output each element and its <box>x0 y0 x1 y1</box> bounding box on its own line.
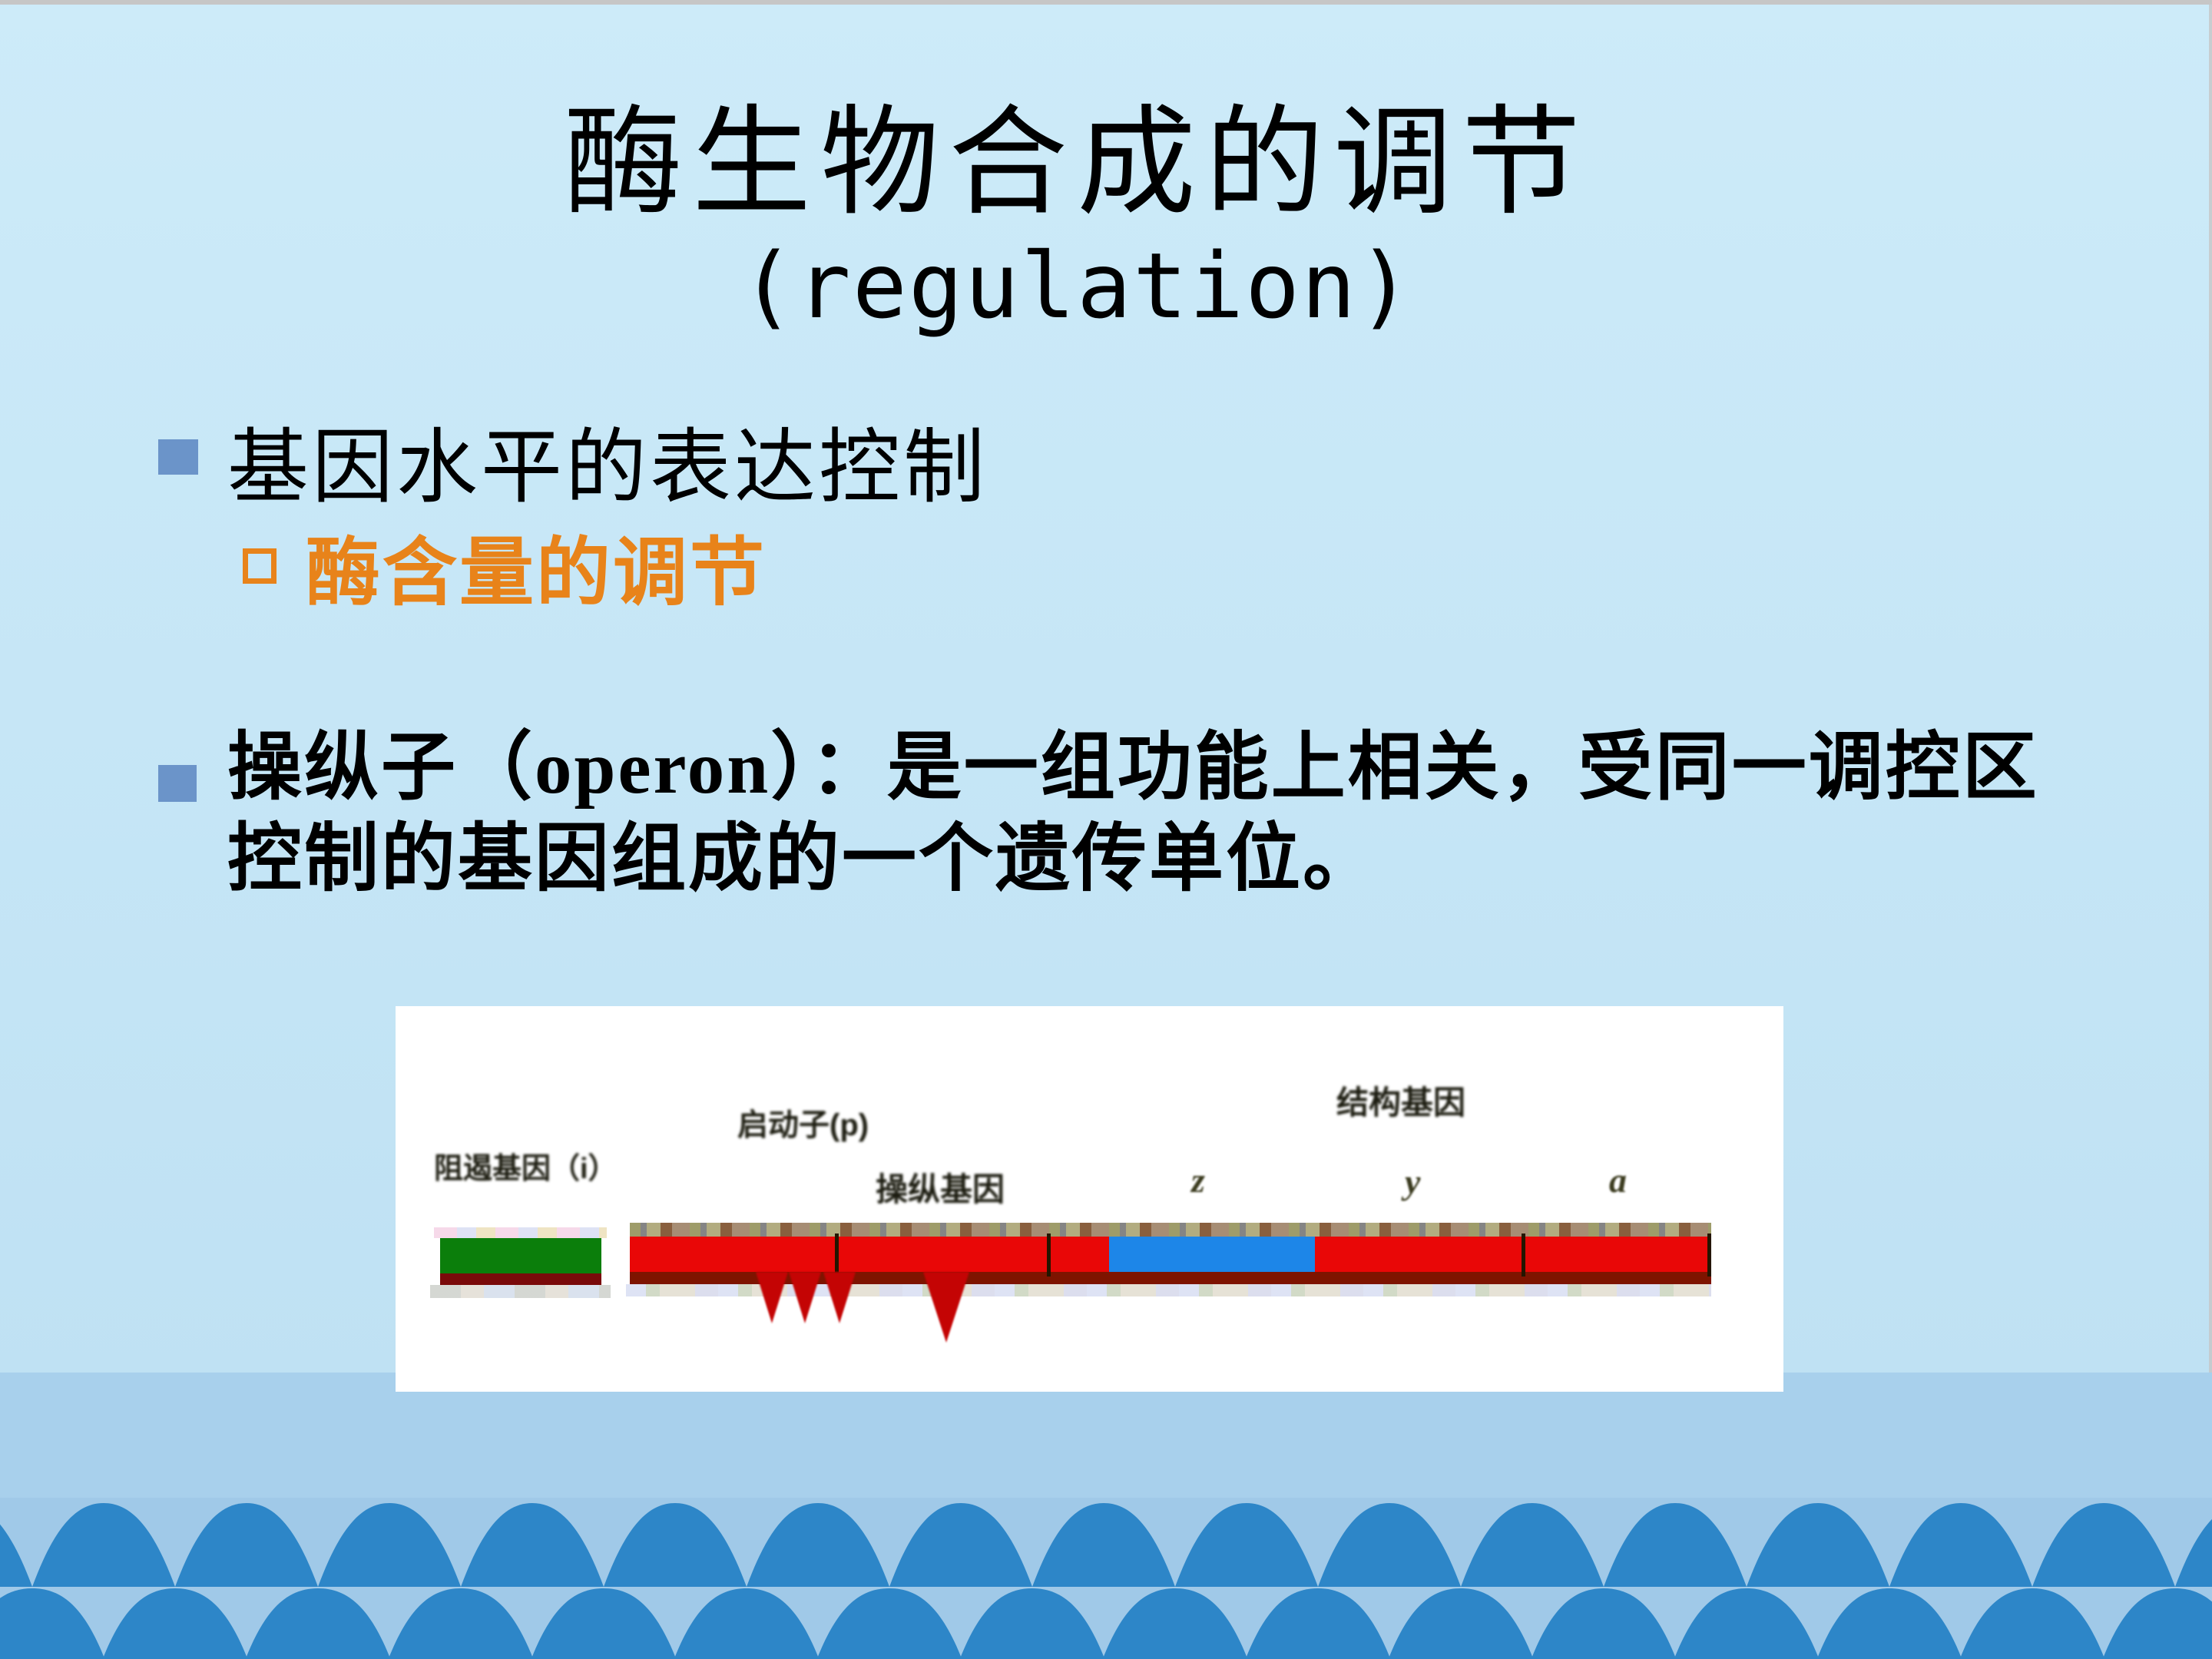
image-noise-strip <box>626 1284 1711 1296</box>
repressor-gene-bar-shadow <box>440 1273 601 1285</box>
binding-site-arrow <box>789 1272 821 1323</box>
slide-title-line2: (regulation) <box>740 232 1414 339</box>
bullet-1-text: 基因水平的表达控制 <box>227 423 988 513</box>
sub-bullet-square-icon <box>243 548 276 584</box>
operator-gene-label: 操纵基因 <box>876 1171 1005 1207</box>
repressor-gene-bar <box>440 1238 601 1273</box>
bullet-2-line2: 控制的基因组成的一个遗传单位。 <box>227 818 1379 900</box>
binding-site-arrow <box>823 1272 856 1323</box>
segment-divider <box>1047 1233 1051 1277</box>
window-right-border <box>2209 0 2212 1659</box>
gene-y-label: y <box>1405 1162 1421 1201</box>
segment-divider <box>1522 1233 1525 1277</box>
image-noise-strip <box>630 1223 1711 1237</box>
slide-title-line1: 酶生物合成的调节 <box>564 98 1590 230</box>
repressor-gene-label: 阻遏基因（i） <box>434 1153 618 1185</box>
bullet-2-text: 操纵子（operon）：是一组功能上相关，受同一调控区 控制的基因组成的一个遗传… <box>227 722 2039 905</box>
bullet-square-icon <box>158 439 198 475</box>
wave-footer-decoration <box>0 1373 2212 1659</box>
operon-dna-bar-shadow <box>630 1272 1711 1284</box>
image-noise-strip <box>430 1285 611 1298</box>
promoter-label: 启动子(p) <box>737 1108 869 1142</box>
image-noise-strip <box>434 1227 607 1238</box>
binding-site-arrow-large <box>923 1272 969 1343</box>
gene-a-label: a <box>1609 1161 1627 1200</box>
segment-divider <box>835 1233 839 1277</box>
bullet-square-icon-2 <box>158 765 197 802</box>
bar-end-edge <box>1707 1233 1711 1277</box>
slide-title: 酶生物合成的调节 (regulation) <box>564 98 1590 331</box>
operon-diagram-image: 阻遏基因（i） 启动子(p) 操纵基因 结构基因 z y a <box>396 1006 1783 1392</box>
window-top-border <box>0 0 2212 5</box>
structural-genes-label: 结构基因 <box>1336 1084 1466 1121</box>
gene-z-label: z <box>1191 1161 1205 1200</box>
sub-bullet-text: 酶含量的调节 <box>306 532 767 614</box>
bullet-2-line1: 操纵子（operon）：是一组功能上相关，受同一调控区 <box>227 727 2039 809</box>
binding-site-arrow <box>756 1272 788 1323</box>
gene-z-segment <box>1109 1237 1315 1272</box>
